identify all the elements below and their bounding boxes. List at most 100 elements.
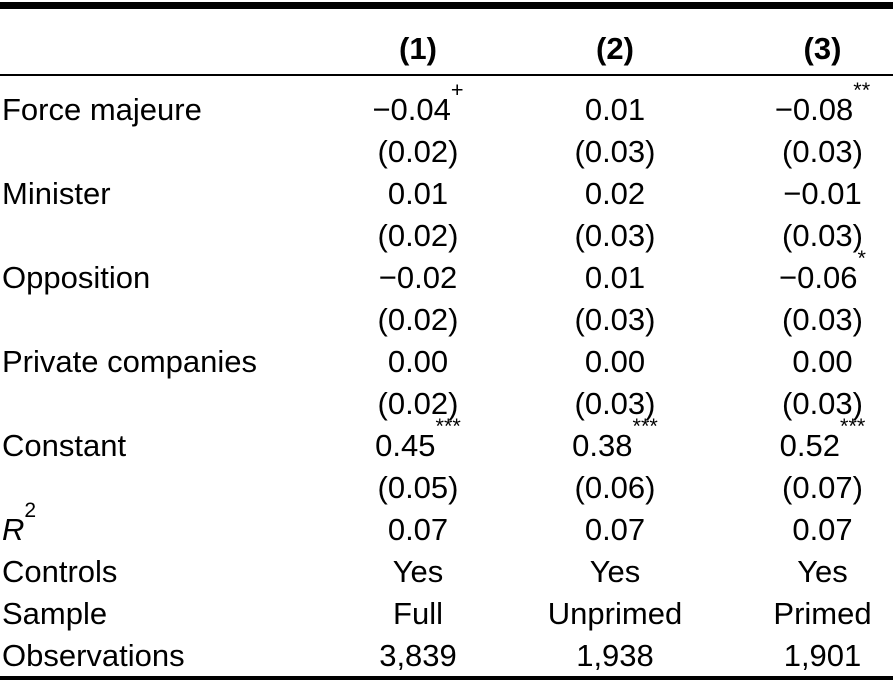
coefficient-cell: 0.00	[318, 340, 518, 382]
stat-cell: Yes	[589, 553, 641, 589]
stat-row-r-squared: R2 0.07 0.07 0.07	[0, 500, 893, 550]
std-error-cell: (0.03)	[574, 385, 656, 421]
row-label: Controls	[2, 553, 118, 589]
std-error-cell: (0.03)	[782, 133, 863, 169]
std-error-cell: (0.03)	[574, 301, 656, 337]
row-label-empty	[0, 382, 318, 424]
se-row-opposition: (0.02) (0.03) (0.03)	[0, 298, 893, 340]
se-row-private-companies: (0.02) (0.03) (0.03)	[0, 382, 893, 424]
estimate: 0.45	[375, 427, 436, 463]
coefficient-cell: 0.52***	[712, 415, 893, 466]
header-model-1: (1)	[318, 5, 518, 76]
estimate: −0.04	[372, 91, 451, 127]
r-squared-exponent: 2	[24, 498, 37, 522]
std-error-cell: (0.07)	[782, 469, 863, 505]
coefficient-cell: −0.06*	[712, 247, 893, 298]
coefficient-cell: 0.01	[518, 256, 712, 298]
estimate: 0.00	[584, 343, 646, 379]
stat-row-sample: Sample Full Unprimed Primed	[0, 592, 893, 634]
std-error-cell: (0.03)	[574, 217, 656, 253]
std-error-cell: (0.03)	[782, 385, 863, 421]
coefficient-cell: 0.45***	[318, 415, 518, 466]
std-error-cell: (0.03)	[782, 217, 863, 253]
coef-row-force-majeure: Force majeure −0.04+ 0.01 −0.08**	[0, 79, 893, 130]
estimate: 0.38	[572, 427, 633, 463]
estimate: 0.00	[792, 343, 853, 379]
se-row-constant: (0.05) (0.06) (0.07)	[0, 466, 893, 508]
stat-row-observations: Observations 3,839 1,938 1,901	[0, 634, 893, 679]
header-corner-cell	[0, 5, 318, 76]
spacer-row	[0, 75, 893, 88]
estimate: −0.06	[779, 259, 858, 295]
std-error-cell: (0.06)	[574, 469, 656, 505]
estimate: −0.01	[783, 175, 862, 211]
stat-row-controls: Controls Yes Yes Yes	[0, 550, 893, 592]
stat-cell: Yes	[797, 553, 848, 589]
row-label: Constant	[2, 427, 127, 463]
stat-cell: 1,901	[783, 637, 862, 673]
se-row-minister: (0.02) (0.03) (0.03)	[0, 214, 893, 256]
coefficient-cell: −0.01	[712, 172, 893, 214]
row-label-empty	[0, 466, 318, 508]
coefficient-cell: −0.04+	[318, 79, 518, 130]
estimate: 0.01	[387, 175, 449, 211]
std-error-cell: (0.02)	[377, 385, 459, 421]
row-label-empty	[0, 298, 318, 340]
std-error-cell: (0.03)	[574, 133, 656, 169]
coefficient-cell: −0.02	[318, 256, 518, 298]
estimate: 0.52	[779, 427, 840, 463]
significance-marker: ***	[840, 412, 866, 438]
row-label: Observations	[2, 637, 185, 673]
row-label: Private companies	[2, 343, 258, 379]
header-model-3: (3)	[712, 5, 893, 76]
stat-cell: Primed	[773, 595, 872, 631]
std-error-cell: (0.02)	[377, 217, 459, 253]
header-row: (1) (2) (3)	[0, 5, 893, 76]
stat-cell: 0.07	[584, 511, 646, 547]
row-label: Opposition	[2, 259, 151, 295]
significance-marker: ***	[435, 412, 461, 438]
r-squared-symbol: R	[2, 511, 25, 547]
spacer-cell	[0, 75, 318, 88]
row-label-empty	[0, 130, 318, 172]
estimate: −0.02	[378, 259, 458, 295]
table-header: (1) (2) (3)	[0, 5, 893, 76]
row-label: Sample	[2, 595, 108, 631]
stat-cell: 0.07	[387, 511, 449, 547]
row-label-empty	[0, 214, 318, 256]
header-model-2: (2)	[518, 5, 712, 76]
coefficient-cell: 0.38***	[518, 415, 712, 466]
row-label: Minister	[2, 175, 111, 211]
coefficient-cell: 0.01	[518, 88, 712, 130]
significance-marker: ***	[632, 412, 658, 438]
stat-cell: Unprimed	[547, 595, 683, 631]
coef-row-constant: Constant 0.45*** 0.38*** 0.52***	[0, 415, 893, 466]
estimate: −0.08	[774, 91, 854, 127]
coefficient-cell: −0.08**	[712, 79, 893, 130]
coef-row-minister: Minister 0.01 0.02 −0.01	[0, 172, 893, 214]
coefficient-cell: 0.00	[518, 340, 712, 382]
spacer-cell	[518, 75, 712, 88]
estimate: 0.01	[584, 259, 646, 295]
coef-row-opposition: Opposition −0.02 0.01 −0.06*	[0, 247, 893, 298]
std-error-cell: (0.05)	[377, 469, 459, 505]
coefficient-cell: 0.02	[518, 172, 712, 214]
estimate: 0.01	[584, 91, 646, 127]
coefficient-cell: 0.01	[318, 172, 518, 214]
significance-marker: **	[853, 76, 871, 102]
std-error-cell: (0.02)	[377, 301, 459, 337]
stat-cell: Full	[393, 595, 443, 631]
stat-cell: 0.07	[792, 511, 853, 547]
coef-row-private-companies: Private companies 0.00 0.00 0.00	[0, 340, 893, 382]
estimate: 0.00	[387, 343, 449, 379]
significance-marker: +	[450, 76, 464, 102]
significance-marker: *	[857, 244, 866, 270]
stat-cell: 1,938	[576, 637, 654, 673]
std-error-cell: (0.03)	[782, 301, 863, 337]
stat-cell: 3,839	[379, 637, 457, 673]
row-label: Force majeure	[2, 91, 202, 127]
std-error-cell: (0.02)	[377, 133, 459, 169]
row-label: R2	[0, 500, 318, 550]
